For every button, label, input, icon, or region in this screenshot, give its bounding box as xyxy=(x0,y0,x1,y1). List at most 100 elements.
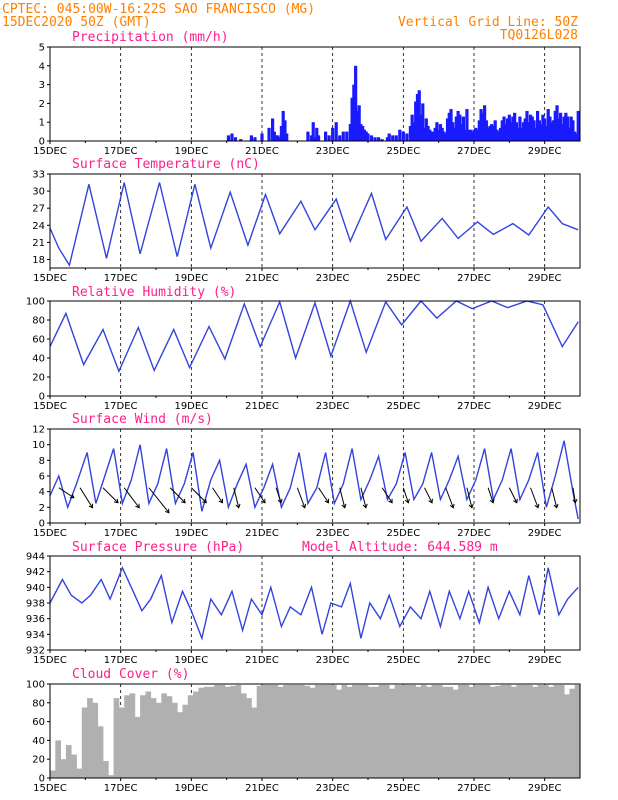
cloud-bar xyxy=(161,693,167,778)
precip-bar xyxy=(504,124,508,141)
wind-vector xyxy=(275,487,283,504)
cloud-bar xyxy=(256,685,263,778)
precip-bar xyxy=(513,112,517,141)
x-tick-label: 19DEC xyxy=(174,401,208,412)
cloud-bar xyxy=(516,684,523,778)
precip-bar xyxy=(451,122,455,141)
cloud-bar xyxy=(527,684,533,778)
y-tick-label: 944 xyxy=(26,552,45,563)
wind-vector xyxy=(381,487,393,504)
x-tick-label: 17DEC xyxy=(104,783,138,794)
cloud-bar xyxy=(293,684,300,778)
series-line xyxy=(49,566,579,641)
precip-bar xyxy=(445,118,450,141)
precip-bar xyxy=(551,120,556,141)
cloud-bar xyxy=(262,684,268,778)
precip-bar xyxy=(486,127,490,141)
cloud-bar xyxy=(452,689,459,778)
precip-bar xyxy=(278,137,282,141)
precip-bar xyxy=(341,131,345,141)
precip-bar xyxy=(576,110,580,141)
cloud-bar xyxy=(315,684,321,778)
precip-bar xyxy=(311,122,315,141)
x-tick-label: 23DEC xyxy=(316,146,350,157)
cloud-bar xyxy=(564,694,570,778)
precip-bar xyxy=(285,133,289,141)
precip-bar xyxy=(536,110,540,141)
precip-bar xyxy=(357,105,361,141)
wind-vector xyxy=(296,487,307,509)
precip-bar xyxy=(567,127,571,141)
precip-bar xyxy=(460,124,464,141)
precip-bar xyxy=(474,127,478,141)
precip-bar xyxy=(334,122,338,141)
x-tick-label: 15DEC xyxy=(33,528,67,539)
x-tick-label: 19DEC xyxy=(174,146,208,157)
precip-bar xyxy=(424,118,428,141)
y-tick-label: 1 xyxy=(39,118,45,129)
cloud-bar xyxy=(421,684,427,778)
wind-vector xyxy=(318,487,330,504)
precip-bar xyxy=(525,110,529,141)
y-tick-label: 80 xyxy=(32,316,45,327)
cloud-bar xyxy=(240,693,247,778)
precip-bar xyxy=(444,133,448,141)
cloud-bar xyxy=(405,684,411,778)
precip-bar xyxy=(558,112,563,141)
cloud-bar xyxy=(219,684,226,778)
precip-bar xyxy=(546,109,550,141)
y-tick-label: 40 xyxy=(32,354,45,365)
precip-bar xyxy=(514,122,518,141)
cloud-bar xyxy=(447,686,454,778)
header-code: TQ0126L028 xyxy=(500,28,578,43)
x-tick-label: 23DEC xyxy=(316,401,350,412)
cloud-bar xyxy=(246,698,252,778)
precip-bar xyxy=(239,139,243,141)
cloud-bar xyxy=(495,685,501,778)
precip-bar xyxy=(541,114,545,141)
wind-vector xyxy=(339,487,347,509)
cloud-bar xyxy=(542,684,549,778)
y-tick-label: 4 xyxy=(39,487,45,498)
y-tick-label: 27 xyxy=(32,204,45,215)
x-tick-label: 25DEC xyxy=(386,528,420,539)
cloud-bar xyxy=(511,686,517,778)
x-tick-label: 25DEC xyxy=(386,273,420,284)
cloud-bar xyxy=(214,684,220,778)
x-tick-label: 17DEC xyxy=(104,401,138,412)
precip-bar xyxy=(481,112,485,141)
precip-bar xyxy=(458,114,462,141)
precip-bar xyxy=(428,129,432,141)
y-tick-label: 33 xyxy=(32,170,45,181)
y-tick-label: 10 xyxy=(32,440,45,451)
precip-bar xyxy=(401,131,405,141)
precip-bar xyxy=(345,131,349,141)
precip-bar xyxy=(569,116,573,141)
cloud-bar xyxy=(60,759,67,778)
cloud-bar xyxy=(500,684,507,778)
x-tick-label: 19DEC xyxy=(174,273,208,284)
x-tick-label: 19DEC xyxy=(174,655,208,666)
precip-bar xyxy=(456,110,460,141)
panel-3: 15DEC 17DEC 19DEC 21DEC 23DEC 25DEC 27DEC 29DEC… xyxy=(26,285,581,412)
panel-frame xyxy=(49,173,581,269)
precip-bar xyxy=(490,124,494,141)
precip-bar xyxy=(249,135,253,141)
cloud-bar xyxy=(431,684,438,778)
cloud-bar xyxy=(320,684,326,778)
precip-bar xyxy=(272,131,276,141)
precip-bar xyxy=(438,124,443,141)
precip-bar xyxy=(267,127,271,141)
wind-vector xyxy=(445,487,455,509)
cloud-bar xyxy=(277,686,284,778)
precip-bar xyxy=(454,116,458,141)
x-tick-label: 21DEC xyxy=(245,783,279,794)
precip-bar xyxy=(553,110,557,141)
panel-frame xyxy=(49,555,581,651)
precip-bar xyxy=(226,135,231,141)
y-tick-label: 18 xyxy=(32,255,45,266)
y-tick-label: 2 xyxy=(39,503,45,514)
cloud-bar xyxy=(378,684,385,778)
cloud-bar xyxy=(325,684,332,778)
panel-title: Surface Temperature (nC) xyxy=(72,157,260,172)
